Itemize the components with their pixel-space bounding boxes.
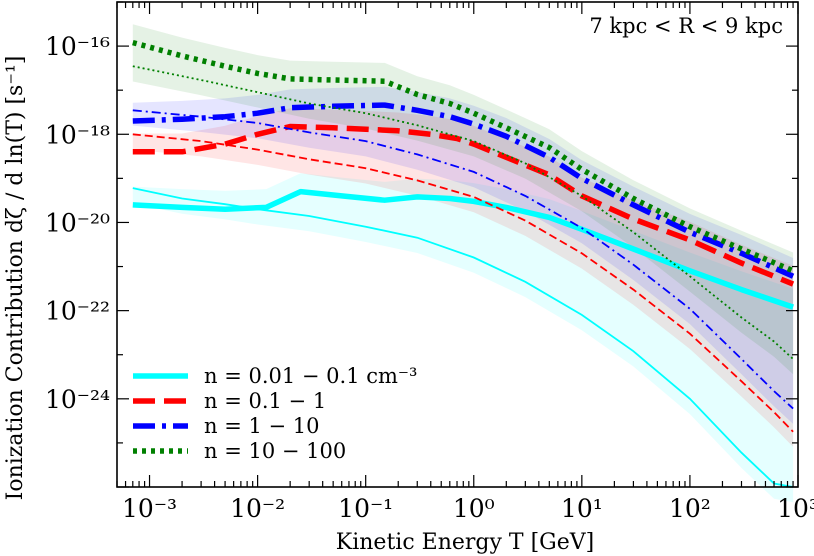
median-line-series-4 (132, 39, 795, 274)
region-annotation: 7 kpc < R < 9 kpc (589, 14, 783, 38)
uncertainty-bands (132, 24, 794, 503)
band-series-3 (132, 86, 794, 424)
legend: n = 0.01 − 0.1 cm⁻³n = 0.1 − 1n = 1 − 10… (133, 364, 417, 463)
band-series-2 (132, 108, 794, 447)
y-tick-label: 10⁻²² (45, 297, 110, 326)
x-tick-label: 10⁻² (230, 494, 285, 523)
y-tick-label: 10⁻²⁴ (45, 385, 110, 414)
legend-label: n = 0.1 − 1 (204, 389, 326, 413)
x-tick-label: 10¹ (561, 494, 603, 523)
legend-label: n = 10 − 100 (204, 439, 346, 463)
thin-line-series-3 (132, 109, 794, 410)
thin-line-series-4 (132, 65, 794, 360)
band-series-4 (132, 24, 794, 375)
legend-label: n = 0.01 − 0.1 cm⁻³ (204, 364, 417, 388)
y-tick-label: 10⁻¹⁸ (45, 120, 110, 149)
ticks (116, 1, 799, 488)
y-axis-label: Ionization Contribution dζ / d ln(T) [s⁻… (3, 56, 28, 501)
thin-line-series-1 (132, 187, 794, 488)
series-lines (132, 39, 795, 488)
y-tick-label: 10⁻²⁰ (45, 208, 110, 237)
median-line-series-2 (132, 123, 795, 287)
x-axis-label: Kinetic Energy T [GeV] (336, 530, 594, 555)
median-line-series-1 (132, 188, 794, 310)
x-tick-label: 10³ (777, 494, 814, 523)
x-tick-label: 10² (669, 494, 711, 523)
axes: 10⁻³ 10⁻² 10⁻¹ 10⁰ 10¹ 10² 10³ 10⁻¹⁶ 10⁻¹⁸ 10⁻²⁰ 1… (45, 1, 814, 523)
median-line-series-3 (132, 102, 795, 279)
y-tick-label: 10⁻¹⁶ (45, 32, 110, 61)
x-tick-label: 10⁻¹ (338, 494, 393, 523)
thin-line-series-2 (132, 133, 794, 433)
band-series-1 (132, 173, 794, 503)
tick-labels: 10⁻³ 10⁻² 10⁻¹ 10⁰ 10¹ 10² 10³ 10⁻¹⁶ 10⁻¹⁸ 10⁻²⁰ 1… (45, 32, 814, 523)
legend-label: n = 1 − 10 (204, 414, 320, 438)
x-tick-label: 10⁻³ (122, 494, 177, 523)
x-tick-label: 10⁰ (453, 494, 495, 523)
